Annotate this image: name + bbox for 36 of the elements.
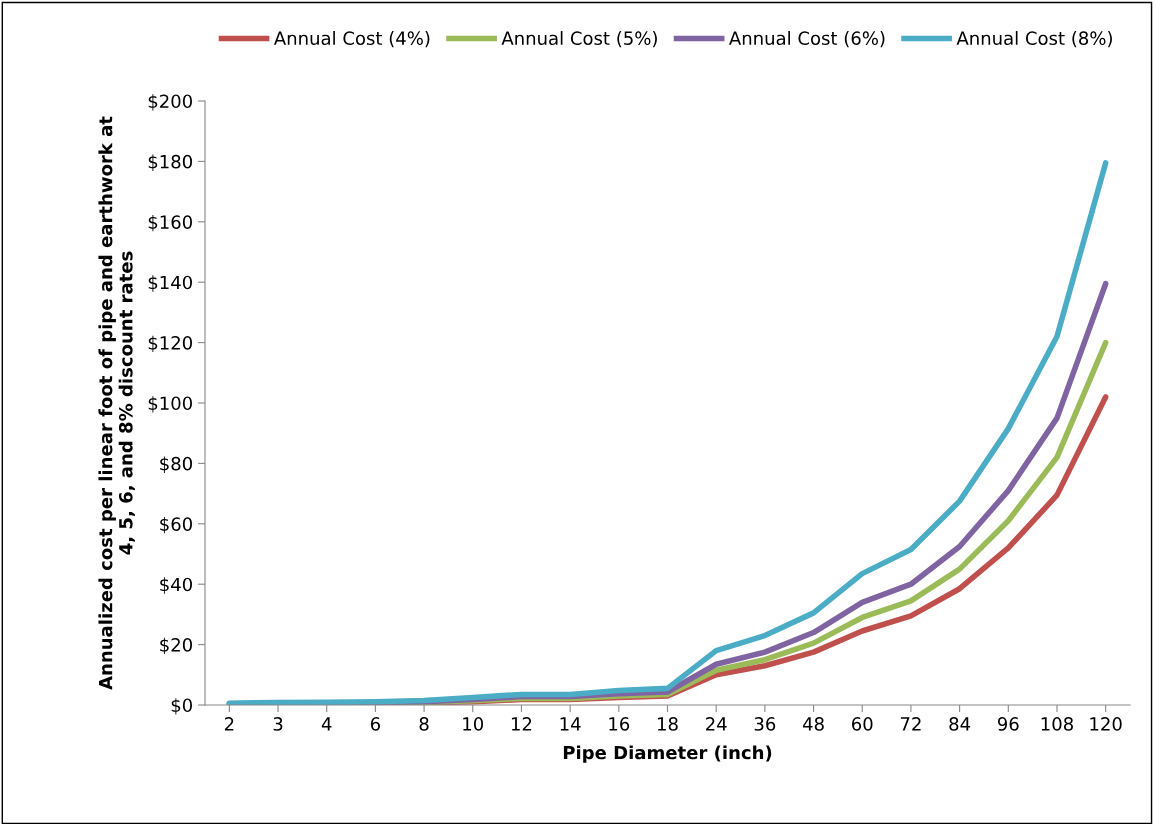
y-tick-label: $140: [148, 275, 192, 292]
x-tick-label: 8: [419, 717, 429, 731]
legend-label: Annual Cost (4%): [273, 31, 430, 48]
legend-label: Annual Cost (6%): [729, 31, 885, 48]
x-tick-label: 2: [224, 717, 234, 731]
y-tick-label: $40: [160, 577, 192, 594]
x-tick-label: 108: [1041, 717, 1073, 731]
y-tick-label: $0: [171, 698, 192, 715]
x-tick-label: 14: [560, 717, 581, 731]
x-tick-label: 120: [1090, 717, 1122, 731]
x-tick-label: 48: [802, 717, 824, 731]
x-tick-label: 6: [370, 717, 380, 731]
x-tick-label: 96: [997, 717, 1019, 731]
x-tick-label: 60: [852, 717, 873, 731]
x-axis-title: Pipe Diameter (inch): [563, 745, 772, 763]
x-tick-label: 16: [609, 717, 630, 731]
x-tick-label: 10: [463, 717, 484, 731]
y-tick-label: $160: [148, 214, 192, 232]
x-tick-label: 4: [321, 717, 332, 731]
y-axis-title: Annualized cost per linear foot of pipe and earthwork at 4, 5, 6, and 8% discount rates: [98, 116, 135, 690]
y-tick-label: $80: [160, 456, 192, 473]
x-tick-label: 24: [706, 717, 727, 731]
y-tick-label: $180: [148, 154, 192, 171]
legend-label: Annual Cost (5%): [501, 31, 657, 48]
y-tick-label: $200: [148, 94, 192, 111]
legend-label: Annual Cost (8%): [956, 31, 1112, 48]
x-tick-label: 18: [658, 717, 678, 731]
y-tick-label: $120: [148, 335, 192, 353]
y-tick-label: $100: [148, 396, 192, 413]
y-tick-label: $20: [160, 637, 192, 655]
x-tick-label: 12: [511, 717, 532, 731]
y-tick-label: $60: [160, 516, 192, 534]
x-tick-label: 3: [273, 717, 283, 731]
x-tick-label: 36: [754, 717, 776, 731]
x-tick-label: 84: [949, 717, 971, 731]
x-tick-label: 72: [900, 717, 921, 731]
